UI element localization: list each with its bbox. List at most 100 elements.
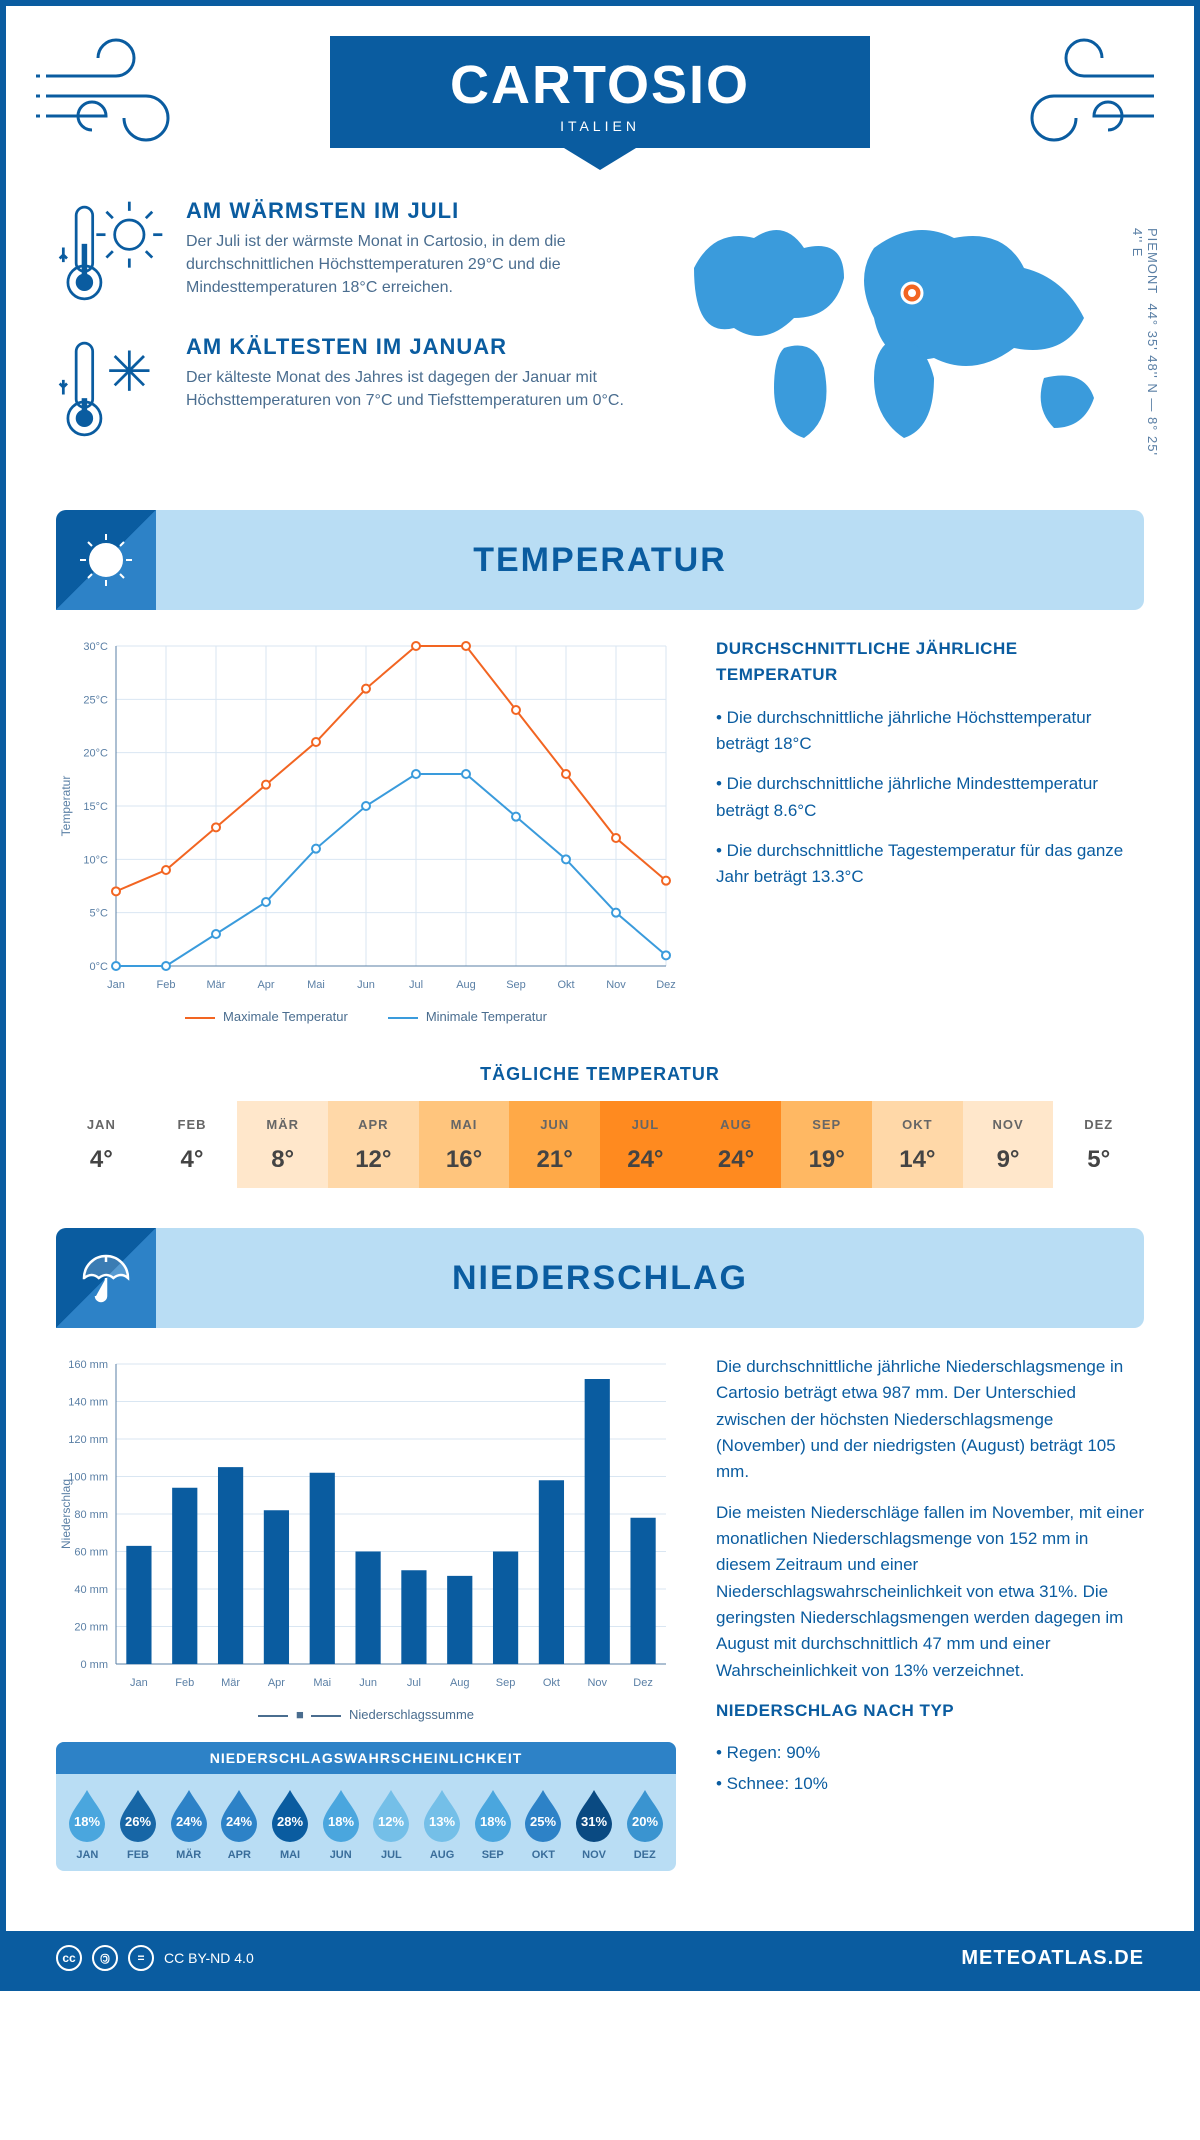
fact-hot: AM WÄRMSTEN IM JULI Der Juli ist der wär…	[56, 198, 634, 308]
svg-text:0 mm: 0 mm	[81, 1659, 109, 1671]
intro-row: AM WÄRMSTEN IM JULI Der Juli ist der wär…	[6, 158, 1194, 500]
by-icon: 🄯	[92, 1945, 118, 1971]
prob-drop: 25%OKT	[518, 1786, 569, 1861]
precip-prob-drops: 18%JAN26%FEB24%MÄR24%APR28%MAI18%JUN12%J…	[56, 1774, 676, 1871]
svg-text:Jan: Jan	[107, 979, 125, 991]
svg-text:10°C: 10°C	[83, 854, 108, 866]
svg-text:20°C: 20°C	[83, 748, 108, 760]
fact-cold-body: Der kälteste Monat des Jahres ist dagege…	[186, 366, 634, 412]
temp-bullet: • Die durchschnittliche jährliche Mindes…	[716, 771, 1144, 824]
svg-text:Sep: Sep	[496, 1677, 516, 1689]
intro-facts: AM WÄRMSTEN IM JULI Der Juli ist der wär…	[56, 198, 634, 470]
fact-cold: AM KÄLTESTEN IM JANUAR Der kälteste Mona…	[56, 334, 634, 444]
precip-type: • Regen: 90%	[716, 1740, 1144, 1766]
svg-text:28%: 28%	[277, 1814, 303, 1829]
thermometer-cold-icon	[56, 334, 166, 444]
svg-text:Mai: Mai	[313, 1677, 331, 1689]
temp-cell: OKT14°	[872, 1101, 963, 1188]
svg-text:Apr: Apr	[268, 1677, 285, 1689]
legend-max: Maximale Temperatur	[185, 1009, 348, 1024]
precip-prob-title: NIEDERSCHLAGSWAHRSCHEINLICHKEIT	[56, 1742, 676, 1774]
svg-text:60 mm: 60 mm	[74, 1547, 108, 1559]
svg-text:20%: 20%	[632, 1814, 658, 1829]
legend-precip: ■ Niederschlagssumme	[258, 1707, 474, 1722]
temp-cell: JAN4°	[56, 1101, 147, 1188]
prob-drop: 18%JUN	[315, 1786, 366, 1861]
fact-hot-title: AM WÄRMSTEN IM JULI	[186, 198, 634, 224]
precip-type: • Schnee: 10%	[716, 1771, 1144, 1797]
temp-cell: MÄR8°	[237, 1101, 328, 1188]
svg-text:80 mm: 80 mm	[74, 1509, 108, 1521]
daily-temp-title: TÄGLICHE TEMPERATUR	[6, 1064, 1194, 1085]
svg-text:Aug: Aug	[456, 979, 476, 991]
title-banner: CARTOSIO ITALIEN	[330, 36, 870, 148]
section-head-precip: NIEDERSCHLAG	[56, 1228, 1144, 1328]
temp-bullet: • Die durchschnittliche jährliche Höchst…	[716, 705, 1144, 758]
svg-text:140 mm: 140 mm	[68, 1397, 108, 1409]
svg-text:Jun: Jun	[359, 1677, 377, 1689]
svg-text:18%: 18%	[74, 1814, 100, 1829]
svg-text:Nov: Nov	[606, 979, 626, 991]
temp-cell: AUG24°	[691, 1101, 782, 1188]
wind-icon	[1004, 36, 1164, 146]
header: CARTOSIO ITALIEN	[6, 6, 1194, 158]
prob-drop: 24%MÄR	[163, 1786, 214, 1861]
svg-text:18%: 18%	[480, 1814, 506, 1829]
svg-text:5°C: 5°C	[90, 908, 109, 920]
svg-text:Apr: Apr	[257, 979, 274, 991]
prob-drop: 28%MAI	[265, 1786, 316, 1861]
prob-drop: 20%DEZ	[619, 1786, 670, 1861]
svg-text:25°C: 25°C	[83, 694, 108, 706]
svg-text:Mär: Mär	[207, 979, 226, 991]
temp-cell: DEZ5°	[1053, 1101, 1144, 1188]
precip-type-head: NIEDERSCHLAG NACH TYP	[716, 1698, 1144, 1724]
svg-text:120 mm: 120 mm	[68, 1434, 108, 1446]
sun-icon	[56, 510, 156, 610]
svg-text:160 mm: 160 mm	[68, 1359, 108, 1371]
coordinates: PIEMONT 44° 35' 48'' N — 8° 25' 4'' E	[1130, 228, 1160, 470]
svg-text:Feb: Feb	[175, 1677, 194, 1689]
prob-drop: 31%NOV	[569, 1786, 620, 1861]
temp-cell: MAI16°	[419, 1101, 510, 1188]
license-text: CC BY-ND 4.0	[164, 1950, 254, 1966]
svg-text:30°C: 30°C	[83, 641, 108, 653]
precip-legend: ■ Niederschlagssumme	[56, 1707, 676, 1722]
section-head-temp: TEMPERATUR	[56, 510, 1144, 610]
temp-side-text: DURCHSCHNITTLICHE JÄHRLICHE TEMPERATUR •…	[716, 636, 1144, 1024]
nd-icon: =	[128, 1945, 154, 1971]
page-frame: CARTOSIO ITALIEN AM WÄRMSTEN IM JULI Der…	[0, 0, 1200, 1991]
prob-drop: 26%FEB	[113, 1786, 164, 1861]
svg-text:Mai: Mai	[307, 979, 325, 991]
svg-text:31%: 31%	[581, 1814, 607, 1829]
section-title-precip: NIEDERSCHLAG	[452, 1259, 748, 1298]
svg-text:Nov: Nov	[587, 1677, 607, 1689]
page-subtitle: ITALIEN	[450, 118, 750, 134]
precip-para: Die durchschnittliche jährliche Niedersc…	[716, 1354, 1144, 1486]
svg-text:Feb: Feb	[157, 979, 176, 991]
legend-min: Minimale Temperatur	[388, 1009, 547, 1024]
svg-text:13%: 13%	[429, 1814, 455, 1829]
temp-chart-row: 0°C 5°C 10°C 15°C 20°C 25°C 30°C Jan Feb Mär Apr Ma…	[6, 636, 1194, 1054]
world-map: PIEMONT 44° 35' 48'' N — 8° 25' 4'' E	[664, 198, 1144, 470]
svg-text:Niederschlag: Niederschlag	[59, 1479, 73, 1549]
svg-text:Jun: Jun	[357, 979, 375, 991]
svg-text:15°C: 15°C	[83, 801, 108, 813]
svg-text:24%: 24%	[176, 1814, 202, 1829]
footer-license: cc 🄯 = CC BY-ND 4.0	[56, 1945, 254, 1971]
temp-side-heading: DURCHSCHNITTLICHE JÄHRLICHE TEMPERATUR	[716, 636, 1144, 689]
umbrella-icon	[56, 1228, 156, 1328]
svg-text:0°C: 0°C	[90, 961, 109, 973]
svg-text:40 mm: 40 mm	[74, 1584, 108, 1596]
svg-text:Okt: Okt	[557, 979, 574, 991]
footer-site: METEOATLAS.DE	[961, 1947, 1144, 1970]
temp-cell: NOV9°	[963, 1101, 1054, 1188]
thermometer-hot-icon	[56, 198, 166, 308]
cc-icon: cc	[56, 1945, 82, 1971]
temp-line-chart: 0°C 5°C 10°C 15°C 20°C 25°C 30°C Jan Feb Mär Apr Ma…	[56, 636, 676, 1024]
precip-prob-panel: NIEDERSCHLAGSWAHRSCHEINLICHKEIT 18%JAN26…	[56, 1742, 676, 1871]
precip-row: 0 mm20 mm40 mm60 mm80 mm100 mm120 mm140 …	[6, 1354, 1194, 1901]
svg-text:Jul: Jul	[407, 1677, 421, 1689]
svg-text:24%: 24%	[226, 1814, 252, 1829]
svg-text:Jan: Jan	[130, 1677, 148, 1689]
wind-icon	[36, 36, 196, 146]
